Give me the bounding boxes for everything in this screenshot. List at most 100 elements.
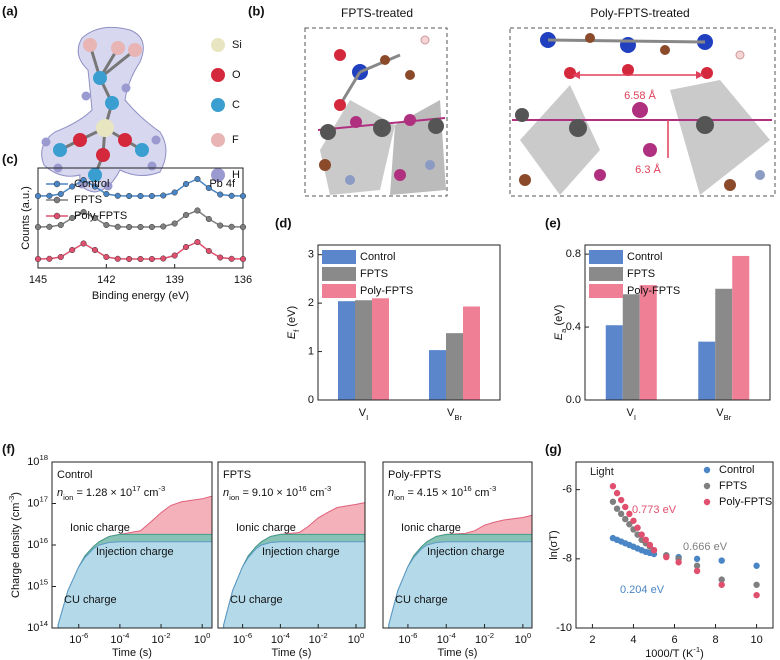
point xyxy=(675,559,682,566)
legend-label: FPTS xyxy=(719,480,747,492)
panel-label: (g) xyxy=(545,441,562,456)
legend-label: Control xyxy=(360,251,395,263)
marker xyxy=(126,192,133,200)
atom xyxy=(564,67,576,79)
atom-f xyxy=(83,38,97,52)
atom-c xyxy=(88,168,102,182)
marker xyxy=(69,246,76,254)
bar xyxy=(639,285,657,400)
x-tick-label: 145 xyxy=(29,274,47,286)
marker xyxy=(217,222,224,229)
structure-right xyxy=(509,27,776,197)
label-part: 10 xyxy=(348,634,360,646)
bond xyxy=(547,38,706,44)
bar xyxy=(446,333,463,400)
legend-marker xyxy=(703,498,711,506)
label-part: 10 xyxy=(475,634,487,646)
panel-label: (d) xyxy=(275,215,292,230)
marker xyxy=(103,221,110,229)
point xyxy=(638,531,645,538)
x-axis-label-part: -1 xyxy=(693,645,700,654)
x-tick-label: VBr xyxy=(716,407,731,422)
atom-si xyxy=(96,119,114,137)
bar xyxy=(463,306,480,400)
area-label: Ionic charge xyxy=(401,522,461,534)
bar xyxy=(622,294,640,400)
y-tick-label: 1018 xyxy=(27,453,48,468)
marker xyxy=(205,184,212,192)
marker xyxy=(137,255,144,263)
y-axis-label-part: ) xyxy=(10,492,22,496)
atom xyxy=(701,67,713,79)
atom-h xyxy=(41,137,51,147)
legend-label: Control xyxy=(719,464,754,476)
atom-h xyxy=(147,161,157,171)
legend-swatch xyxy=(589,267,623,281)
octahedron xyxy=(320,100,395,195)
label-part: 10 xyxy=(194,634,206,646)
atom xyxy=(594,169,606,181)
bar xyxy=(429,350,446,400)
annotation: nion = 1.28 × 1017 cm-3 xyxy=(57,484,165,502)
x-tick-label: 10-2 xyxy=(151,631,170,646)
marker xyxy=(183,180,190,188)
legend-marker xyxy=(53,212,61,220)
marker xyxy=(91,246,98,254)
panel-title: Poly-FPTS xyxy=(388,469,441,481)
label-part: -2 xyxy=(321,631,328,640)
marker xyxy=(137,223,144,231)
plot-frame xyxy=(382,461,533,629)
y-axis-label-part: -3 xyxy=(7,496,16,503)
bar xyxy=(732,255,750,400)
legend-swatch xyxy=(322,250,356,264)
annotation: nion = 4.15 × 1016 cm-3 xyxy=(388,484,496,502)
annotation-part: cm xyxy=(472,487,490,499)
x-axis-label: Time (s) xyxy=(272,647,312,659)
annotation-part: cm xyxy=(307,487,325,499)
y-axis-label-part: f xyxy=(292,329,301,332)
atom xyxy=(660,45,670,55)
y-tick-label: 0 xyxy=(308,394,314,406)
marker xyxy=(34,255,42,263)
atom xyxy=(755,170,765,180)
label-part: -2 xyxy=(487,631,494,640)
marker xyxy=(183,243,190,251)
atom xyxy=(420,35,430,45)
annotation: 0.204 eV xyxy=(620,584,665,596)
atom xyxy=(404,114,416,126)
x-tick-label: 136 xyxy=(234,274,252,286)
annotation-part: = 1.28 × 10 xyxy=(73,487,132,499)
legend-label: FPTS xyxy=(74,194,102,206)
plot-frame xyxy=(37,167,244,269)
atom xyxy=(405,70,415,80)
atom xyxy=(334,49,346,61)
marker xyxy=(239,192,247,200)
label-part: 10 xyxy=(69,634,81,646)
marker xyxy=(34,223,42,231)
bar xyxy=(715,288,733,400)
marker xyxy=(80,208,87,216)
atom xyxy=(319,159,331,171)
label-part: 10 xyxy=(309,634,321,646)
x-axis-label: Binding energy (eV) xyxy=(92,290,189,302)
atom xyxy=(643,143,657,157)
bond xyxy=(359,53,401,74)
y-tick-label: 1014 xyxy=(27,619,49,634)
label-part: 10 xyxy=(27,622,39,634)
label-part: Br xyxy=(454,413,462,422)
y-axis-label-part: E xyxy=(553,332,565,340)
legend-label: Poly-FPTS xyxy=(74,210,127,222)
y-tick-label: 0.4 xyxy=(566,321,581,333)
atom-legend: Si O C F H xyxy=(211,38,242,182)
marker xyxy=(171,189,178,196)
label-part: 10 xyxy=(27,539,39,551)
area-label: Injection charge xyxy=(96,546,174,558)
label-part: -4 xyxy=(123,631,131,640)
marker xyxy=(114,223,121,230)
marker xyxy=(80,240,87,247)
point xyxy=(609,498,617,505)
atom-c xyxy=(53,143,67,157)
y-tick-label: 0.0 xyxy=(566,394,581,406)
annotation-part: n xyxy=(57,487,63,499)
structure-left xyxy=(304,27,448,197)
